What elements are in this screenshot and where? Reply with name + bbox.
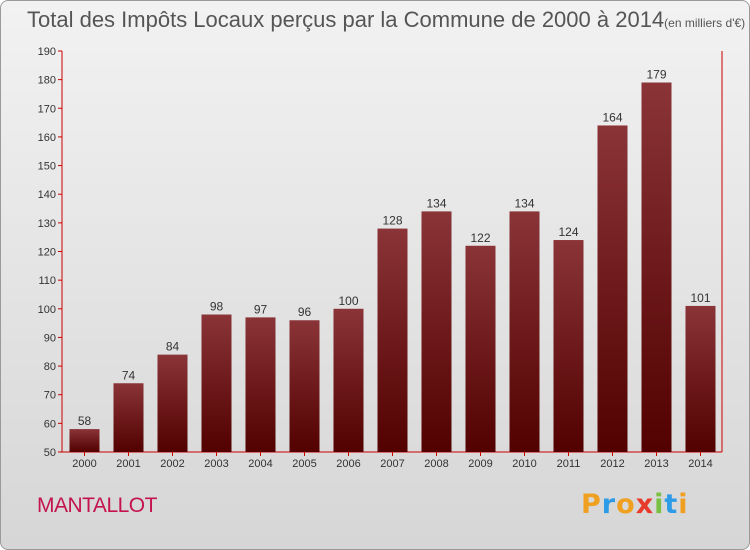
bar-value-label: 164: [602, 110, 622, 124]
y-tick-label: 180: [38, 75, 56, 87]
bar: [245, 317, 276, 452]
bar: [641, 82, 672, 452]
bar: [465, 245, 496, 452]
y-tick-label: 90: [44, 332, 56, 344]
bar-value-label: 179: [646, 68, 666, 82]
x-tick-label: 2000: [72, 458, 96, 470]
logo-letter: t: [664, 489, 679, 520]
bar-value-label: 128: [382, 214, 402, 228]
unit-label: (en milliers d'€): [664, 16, 746, 30]
y-tick-label: 50: [44, 447, 56, 459]
y-tick-label: 70: [44, 390, 56, 402]
y-tick-label: 160: [38, 132, 56, 144]
bar-value-label: 100: [338, 294, 358, 308]
x-tick-label: 2006: [336, 458, 360, 470]
logo-letter: o: [616, 489, 636, 520]
x-tick-label: 2009: [468, 458, 492, 470]
bar-value-label: 98: [210, 300, 224, 314]
bar-value-label: 124: [558, 225, 578, 239]
y-tick-label: 110: [38, 275, 56, 287]
proxiti-logo[interactable]: Proxiti: [581, 489, 689, 520]
bar-value-label: 122: [470, 231, 490, 245]
x-tick-label: 2012: [600, 458, 624, 470]
logo-letter: r: [601, 489, 617, 520]
bar: [69, 429, 100, 452]
bar-value-label: 134: [426, 196, 446, 210]
commune-name: MANTALLOT: [37, 494, 157, 517]
y-tick-label: 140: [38, 189, 56, 201]
x-tick-label: 2011: [557, 458, 581, 470]
x-tick-label: 2007: [380, 458, 404, 470]
x-tick-label: 2013: [644, 458, 668, 470]
logo-letter: i: [654, 489, 665, 520]
y-tick-label: 130: [38, 218, 56, 230]
bar: [509, 211, 540, 452]
bar-value-label: 58: [78, 414, 92, 428]
logo-letter: x: [635, 489, 655, 520]
x-tick-label: 2003: [204, 458, 228, 470]
bar-value-label: 96: [298, 305, 312, 319]
bar: [377, 228, 408, 452]
bar-value-label: 134: [514, 196, 534, 210]
bar: [113, 383, 144, 452]
x-tick-label: 2002: [160, 458, 184, 470]
x-tick-label: 2004: [248, 458, 272, 470]
y-tick-label: 60: [44, 418, 56, 430]
bar: [685, 305, 716, 452]
x-tick-label: 2008: [424, 458, 448, 470]
bar-value-label: 74: [122, 368, 136, 382]
bar: [333, 308, 364, 452]
bar-value-label: 84: [166, 340, 180, 354]
bar: [289, 320, 320, 452]
bar-value-label: 101: [690, 291, 710, 305]
y-tick-label: 80: [44, 361, 56, 373]
bar: [157, 354, 188, 452]
y-tick-label: 170: [38, 103, 56, 115]
bar: [201, 314, 232, 452]
x-tick-label: 2014: [688, 458, 712, 470]
bar: [421, 211, 452, 452]
y-tick-label: 100: [38, 304, 56, 316]
x-tick-label: 2005: [292, 458, 316, 470]
bar: [553, 240, 584, 452]
chart-title: Total des Impôts Locaux perçus par la Co…: [27, 7, 745, 33]
y-tick-label: 120: [38, 247, 56, 259]
bar-value-label: 97: [254, 302, 268, 316]
x-tick-label: 2010: [512, 458, 536, 470]
logo-letter: P: [581, 489, 602, 520]
logo-letter: i: [678, 489, 689, 520]
bar: [597, 125, 628, 452]
y-tick-label: 190: [38, 46, 56, 58]
x-tick-label: 2001: [116, 458, 140, 470]
y-tick-label: 150: [38, 161, 56, 173]
title-text: Total des Impôts Locaux perçus par la Co…: [27, 7, 665, 32]
